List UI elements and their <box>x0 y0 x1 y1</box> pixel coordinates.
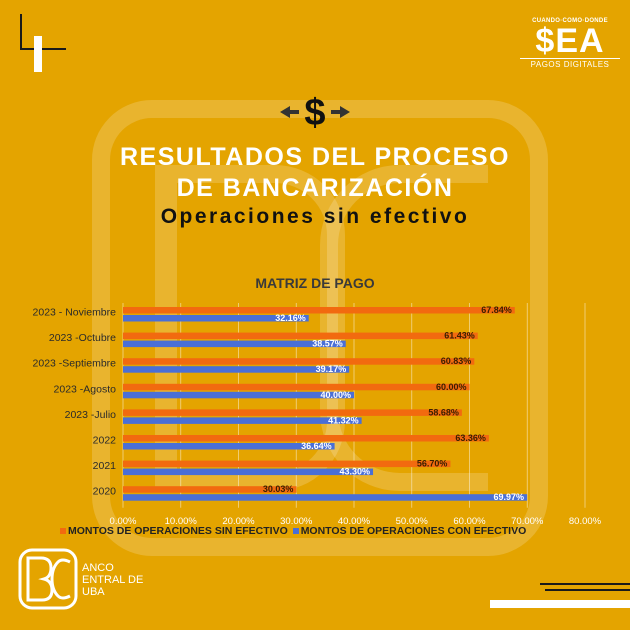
x-tick-label: 60.00% <box>453 516 486 525</box>
legend-label-con: MONTOS DE OPERACIONES CON EFECTIVO <box>300 525 527 537</box>
x-tick-label: 80.00% <box>569 516 602 525</box>
data-label: 36.64% <box>301 441 332 451</box>
x-tick-label: 30.00% <box>280 516 313 525</box>
legend-swatch-sin <box>60 528 66 535</box>
data-label: 39.17% <box>316 364 347 374</box>
y-category-label: 2023 -Julio <box>65 409 117 421</box>
bar-sin-efectivo <box>123 486 297 493</box>
corner-line-top <box>20 48 66 50</box>
bar-sin-efectivo <box>123 383 470 391</box>
x-tick-label: 10.00% <box>165 516 198 525</box>
bar-sin-efectivo <box>123 409 462 416</box>
data-label: 30.03% <box>263 484 294 494</box>
data-label: 61.43% <box>444 331 475 341</box>
data-label: 67.84% <box>481 305 512 315</box>
subtitle: Operaciones sin efectivo <box>160 205 470 228</box>
data-label: 41.32% <box>328 415 359 425</box>
svg-text:$: $ <box>304 92 325 132</box>
bcc-line3: UBA <box>82 586 105 598</box>
corner-line-bottom-2 <box>545 589 630 591</box>
corner-line-bottom <box>540 583 630 585</box>
sea-brand-logo: CUANDO·COMO·DONDE $EA PAGOS DIGITALES <box>520 18 620 69</box>
y-category-label: 2023 -Agosto <box>54 383 117 395</box>
data-label: 56.70% <box>417 459 448 469</box>
x-tick-label: 70.00% <box>511 516 544 525</box>
chart-legend: MONTOS DE OPERACIONES SIN EFECTIVO MONTO… <box>60 525 620 537</box>
corner-white-bar <box>34 36 42 72</box>
data-label: 43.30% <box>340 467 371 477</box>
x-tick-label: 50.00% <box>396 516 429 525</box>
y-category-label: 2022 <box>93 435 117 447</box>
y-category-label: 2020 <box>93 486 117 498</box>
bar-con-efectivo <box>123 340 346 348</box>
bar-sin-efectivo <box>123 435 489 442</box>
corner-line-left <box>20 14 22 50</box>
bar-sin-efectivo <box>123 358 475 365</box>
bar-con-efectivo <box>123 417 362 424</box>
x-tick-label: 20.00% <box>222 516 255 525</box>
data-label: 40.00% <box>320 390 351 400</box>
banco-central-text: ANCO ENTRAL DE UBA <box>82 562 143 598</box>
data-label: 38.57% <box>312 339 343 349</box>
main-title-line1: RESULTADOS DEL PROCESO <box>120 143 510 171</box>
bar-con-efectivo <box>123 468 374 476</box>
x-tick-label: 0.00% <box>110 516 137 525</box>
bar-con-efectivo <box>123 366 350 373</box>
bar-con-efectivo <box>123 391 354 399</box>
bar-con-efectivo <box>123 494 528 501</box>
brand-tagline: CUANDO·COMO·DONDE <box>532 18 608 24</box>
data-label: 69.97% <box>494 492 525 502</box>
data-label: 58.68% <box>428 407 459 417</box>
x-tick-label: 40.00% <box>338 516 371 525</box>
bar-sin-efectivo <box>123 307 515 314</box>
bar-sin-efectivo <box>123 460 451 468</box>
y-category-label: 2023 -Septiembre <box>33 358 117 370</box>
chart-title: MATRIZ DE PAGO <box>255 275 375 291</box>
y-category-label: 2023 - Noviembre <box>33 307 117 319</box>
main-title-line2: DE BANCARIZACIÓN <box>176 174 454 202</box>
brand-subtitle: PAGOS DIGITALES <box>520 58 620 69</box>
bar-con-efectivo <box>123 443 335 450</box>
money-exchange-icon: $ <box>280 92 350 132</box>
watermark-frame <box>92 100 548 556</box>
legend-label-sin: MONTOS DE OPERACIONES SIN EFECTIVO <box>68 525 288 537</box>
banco-central-logo <box>18 548 78 610</box>
bcc-line2: ENTRAL DE <box>82 574 144 586</box>
bottom-white-bar <box>490 600 630 608</box>
data-label: 60.83% <box>441 356 472 366</box>
legend-swatch-con <box>292 528 299 535</box>
data-label: 63.36% <box>455 433 486 443</box>
data-label: 32.16% <box>275 313 306 323</box>
data-label: 60.00% <box>436 382 467 392</box>
bar-chart: 0.00% 10.00% 20.00% 30.00% 40.00% 50.00% 60.00… <box>33 303 602 525</box>
bcc-line1: ANCO <box>82 562 114 574</box>
y-category-label: 2021 <box>93 460 117 472</box>
bar-con-efectivo <box>123 315 309 322</box>
brand-name: $EA <box>535 22 605 60</box>
y-category-label: 2023 -Octubre <box>49 332 116 344</box>
bar-sin-efectivo <box>123 332 478 340</box>
